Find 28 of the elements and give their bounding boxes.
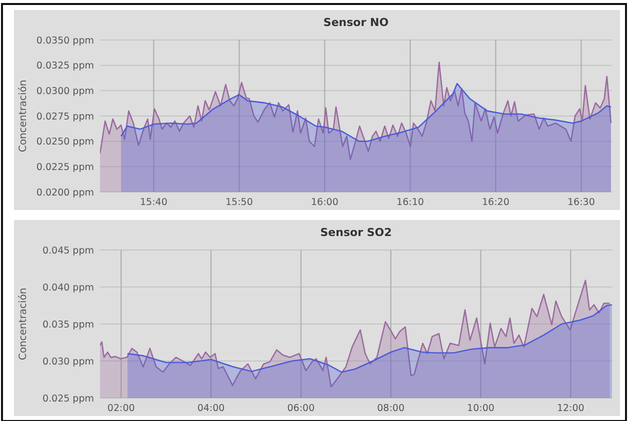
y-tick-label: 0.0200 ppm	[36, 187, 94, 198]
x-tick-label: 02:00	[107, 403, 135, 414]
x-tick-label: 16:30	[568, 197, 595, 208]
chart-title: Sensor SO2	[320, 226, 392, 239]
y-tick-label: 0.030 ppm	[42, 356, 94, 368]
x-tick-label: 06:00	[287, 403, 315, 414]
y-tick-label: 0.0300 ppm	[36, 86, 94, 97]
x-tick-label: 04:00	[197, 403, 225, 414]
x-tick-label: 16:10	[396, 197, 424, 208]
y-axis-title: Concentración	[18, 80, 29, 152]
y-tick-label: 0.025 ppm	[42, 393, 94, 404]
x-tick-label: 08:00	[377, 403, 405, 414]
x-tick-label: 15:40	[140, 197, 168, 208]
chart-title: Sensor NO	[323, 16, 389, 29]
y-tick-label: 0.035 ppm	[42, 319, 94, 330]
x-tick-label: 16:20	[482, 197, 510, 208]
y-tick-label: 0.045 ppm	[42, 245, 94, 256]
x-tick-label: 15:50	[225, 197, 253, 208]
y-tick-label: 0.0225 ppm	[36, 162, 94, 173]
x-tick-label: 10:00	[467, 403, 494, 414]
x-tick-label: 16:00	[311, 197, 338, 208]
y-tick-label: 0.0250 ppm	[36, 136, 94, 148]
y-tick-label: 0.0275 ppm	[36, 111, 94, 122]
y-axis-title: Concentración	[18, 288, 29, 360]
y-tick-label: 0.0325 ppm	[36, 60, 94, 72]
y-tick-label: 0.0350 ppm	[36, 35, 94, 46]
x-tick-label: 12:00	[556, 403, 584, 414]
y-tick-label: 0.040 ppm	[42, 282, 94, 294]
